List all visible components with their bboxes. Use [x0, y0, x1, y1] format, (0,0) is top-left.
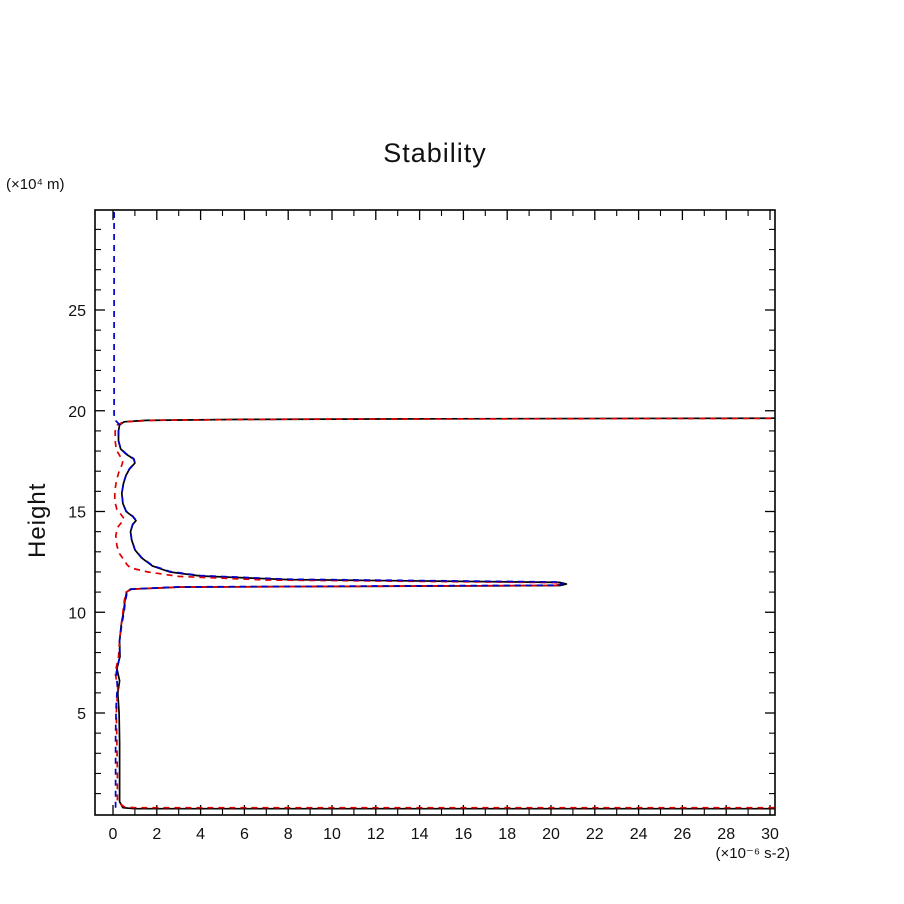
x-tick-label: 10 — [323, 826, 341, 843]
y-tick-label: 25 — [68, 303, 86, 320]
y-tick-label: 15 — [68, 505, 86, 522]
x-tick-label: 12 — [367, 826, 385, 843]
series-dashed-blue — [113, 211, 564, 808]
x-tick-label: 26 — [674, 826, 692, 843]
series-group — [113, 211, 775, 810]
x-tick-label: 2 — [152, 826, 161, 843]
plot-frame — [94, 209, 776, 816]
y-axis-label: Height — [24, 482, 51, 558]
x-tick-label: 30 — [761, 826, 779, 843]
x-tick-label: 14 — [411, 826, 429, 843]
x-tick-label: 22 — [586, 826, 604, 843]
x-tick-label: 4 — [196, 826, 205, 843]
x-tick-label: 8 — [284, 826, 293, 843]
x-tick-label: 6 — [240, 826, 249, 843]
x-tick-label: 20 — [542, 826, 560, 843]
y-tick-label: 5 — [77, 706, 86, 723]
y-axis-unit-label: (×10⁴ m) — [6, 176, 65, 193]
series-solid-black — [116, 417, 775, 810]
chart-title: Stability — [383, 138, 487, 168]
x-tick-label: 18 — [498, 826, 516, 843]
x-tick-label: 28 — [717, 826, 735, 843]
y-tick-label: 10 — [68, 605, 86, 622]
series-dashed-red — [113, 417, 775, 809]
x-tick-label: 24 — [630, 826, 648, 843]
x-axis-unit-label: (×10⁻⁶ s-2) — [715, 845, 790, 862]
y-tick-label: 20 — [68, 404, 86, 421]
x-tick-label: 16 — [455, 826, 473, 843]
x-tick-label: 0 — [109, 826, 118, 843]
